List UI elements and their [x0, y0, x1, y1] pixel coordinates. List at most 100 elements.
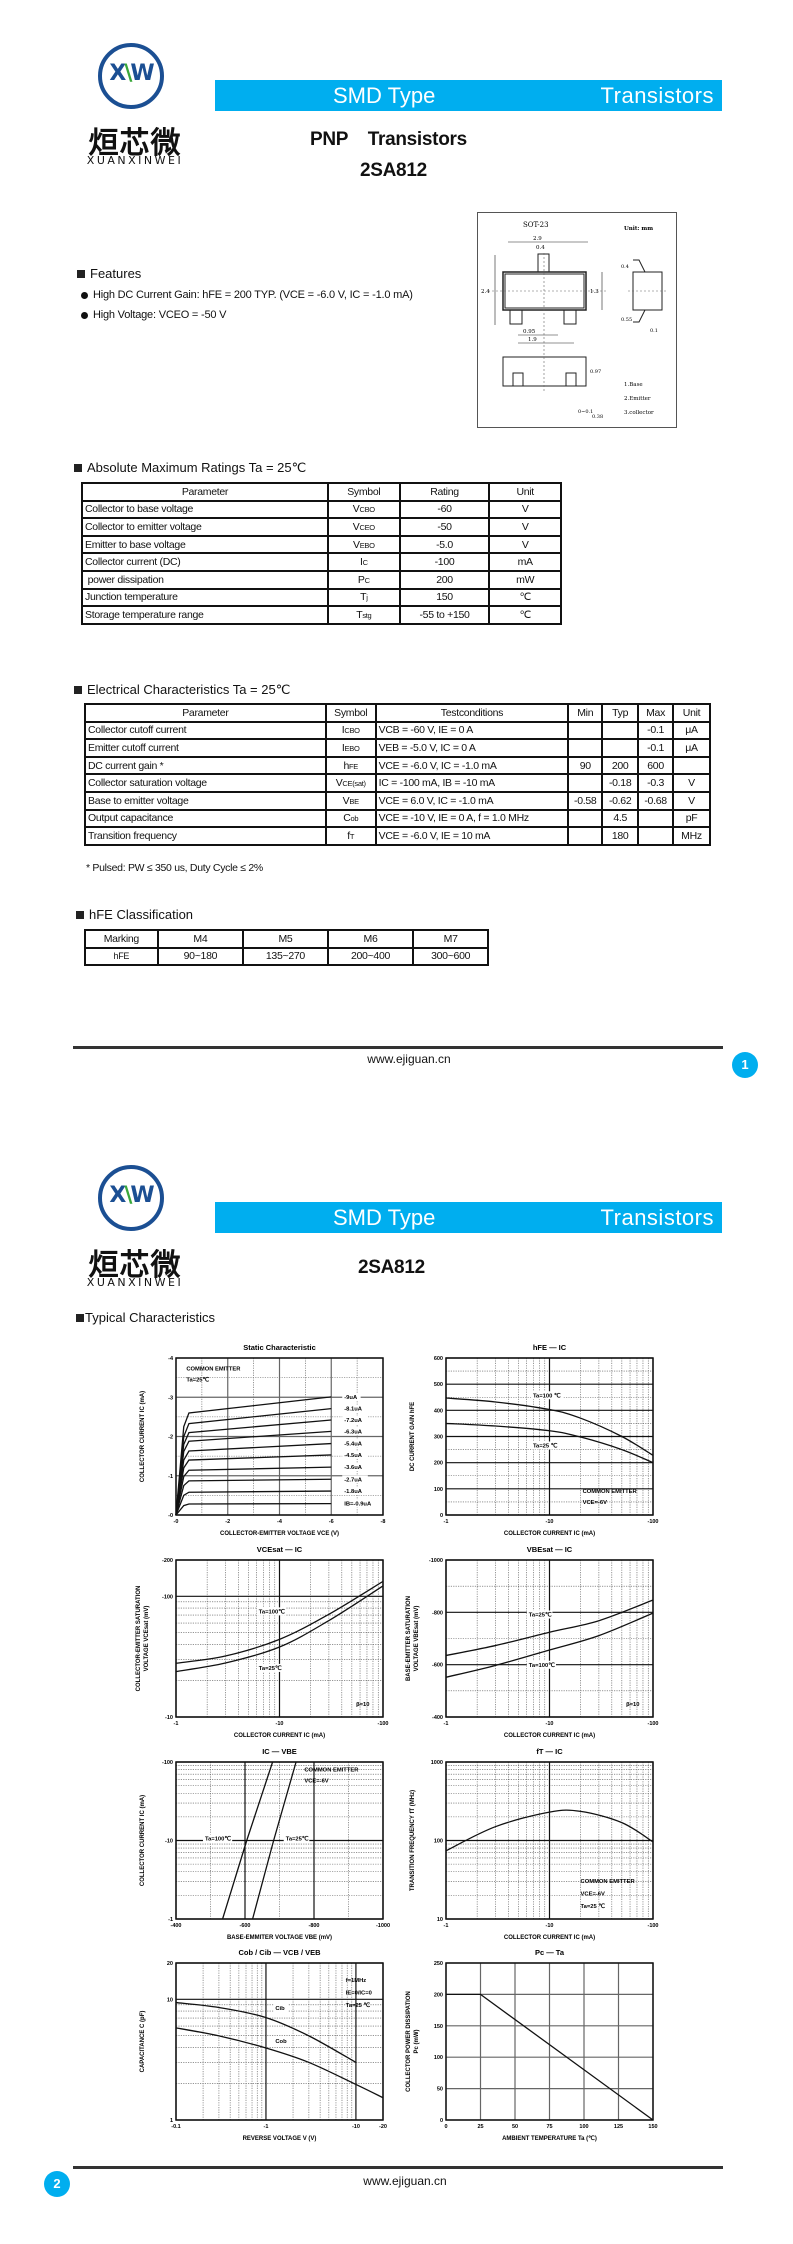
condition-cell: VCE = -10 V, IE = 0 A, f = 1.0 MHz: [374, 808, 570, 829]
text: -0.18: [608, 777, 632, 790]
footer-divider: [73, 1046, 723, 1049]
y-axis-label: CAPACITANCE C (pF): [140, 2011, 146, 2073]
dim-body-height: 1.3: [590, 289, 599, 295]
text: Max: [646, 706, 666, 719]
text: -0.3: [647, 777, 665, 790]
text: V: [521, 538, 529, 551]
text: V: [352, 520, 360, 533]
symbol-cell: VCBO: [326, 499, 401, 520]
chart-title: Pc — Ta: [535, 1948, 565, 1957]
unit-cell: MHz: [672, 826, 711, 846]
pin-2-label: 2.Emitter: [624, 396, 651, 402]
page-number-badge: 2: [44, 2171, 70, 2197]
cell: 90~180: [156, 946, 245, 967]
y-tick-label: 200: [434, 1992, 443, 1998]
typical-char-heading: Typical Characteristics: [76, 1310, 215, 1325]
text: VCB = -60 V, IE = 0 A: [378, 724, 474, 737]
text: T: [356, 608, 363, 621]
text: C: [364, 575, 370, 585]
text: -0.1: [647, 724, 665, 737]
pulse-footnote: * Pulsed: PW ≤ 350 us, Duty Cycle ≤ 2%: [86, 862, 263, 874]
symbol-cell: IEBO: [324, 738, 377, 758]
plot-frame: [445, 1962, 654, 2121]
bullet-icon: [81, 291, 88, 299]
condition-cell: VCE = -6.0 V, IC = -1.0 mA: [374, 755, 570, 776]
series-line: [175, 1466, 332, 1516]
table-row: DC current gain * hFE VCE = -6.0 V, IC = -…: [84, 755, 711, 776]
series-line: [445, 1809, 654, 1852]
max-cell: -0.1: [637, 720, 675, 741]
x-tick-label: -1: [264, 2124, 269, 2130]
x-tick-label: -10: [546, 1923, 554, 1929]
dim-thickness: 0.97: [590, 369, 601, 375]
y-axis-label: COLLECTOR CURRENT IC (mA): [140, 1391, 146, 1482]
logo-ring: [98, 43, 164, 109]
text: Rating: [430, 485, 459, 498]
features-heading-text: Features: [90, 266, 142, 281]
unit-cell: mA: [488, 552, 562, 572]
dim-lead-bottom: 0.55: [621, 317, 632, 323]
company-logo: X\W ▶| 烜芯微 XUANXINWEI: [82, 1165, 192, 1290]
series-label: -4.5uA: [344, 1453, 363, 1459]
header-banner: SMD Type Transistors: [215, 80, 722, 111]
elec-heading: Electrical Characteristics Ta = 25℃: [74, 682, 290, 698]
table-row: Collector to base voltage VCBO -60 V: [81, 499, 562, 520]
label-background: [342, 1439, 368, 1448]
logo-chinese: 烜芯微: [88, 1248, 182, 1283]
chart-note: COMMON EMITTER: [583, 1489, 638, 1495]
cell: 200~400: [326, 946, 415, 967]
y-axis-label: Pc (mW): [414, 2029, 420, 2053]
symbol-cell: fT: [324, 826, 377, 846]
column-header: Rating: [398, 482, 491, 502]
text: ℃: [519, 591, 531, 604]
min-cell: [567, 773, 604, 793]
parameter-cell: Base to emitter voltage: [84, 790, 327, 811]
series-label: Ta=100 ℃: [533, 1392, 561, 1399]
parameter-cell: Emitter to base voltage: [81, 534, 329, 555]
column-header: Unit: [488, 482, 562, 502]
text: 150: [436, 591, 453, 604]
x-axis-label: COLLECTOR CURRENT IC (mA): [504, 1531, 595, 1537]
series-line: [175, 2001, 357, 2063]
label-background: [202, 1834, 233, 1843]
table-row: Emitter cutoff current IEBO VEB = -5.0 V, …: [84, 738, 711, 758]
x-tick-label: -8: [381, 1519, 386, 1525]
y-axis-label: VOLTAGE VCEsat (mV): [144, 1606, 150, 1672]
text: Junction temperature: [85, 591, 178, 604]
dim-span: 1.9: [528, 337, 537, 343]
series-label: -2.7uA: [344, 1477, 363, 1483]
dim-standoff: 0~0.1: [578, 409, 593, 415]
column-header: Max: [637, 703, 675, 723]
text: CBO: [359, 505, 375, 515]
rating-cell: -100: [398, 552, 491, 572]
text: VCE = 6.0 V, IC = -1.0 mA: [378, 794, 494, 807]
parameter-cell: Collector to emitter voltage: [81, 517, 329, 537]
series-label: Cib: [275, 2006, 285, 2012]
diode-icon: ▶|: [126, 93, 138, 104]
text: C: [343, 812, 351, 825]
text: V: [521, 520, 529, 533]
dim-height: 2.4: [481, 289, 490, 295]
text: V: [521, 503, 529, 516]
text: C: [362, 558, 368, 568]
package-unit: Unit: mm: [624, 226, 653, 232]
text: CBO: [344, 726, 360, 736]
chart-note: β=10: [356, 1702, 369, 1708]
series-label: -6.3uA: [344, 1429, 363, 1435]
series-label: Ta=25℃: [286, 1836, 309, 1843]
cell: hFE: [84, 946, 159, 967]
text: Transition frequency: [88, 829, 177, 842]
text: T: [360, 591, 367, 604]
symbol-cell: Tstg: [326, 605, 401, 625]
y-tick-label: -10: [165, 1715, 173, 1721]
unit-cell: V: [488, 499, 562, 520]
x-tick-label: -6: [329, 1519, 334, 1525]
text: -0.58: [574, 794, 597, 807]
column-header: Testconditions: [374, 703, 570, 723]
plot-frame: [175, 1559, 384, 1718]
banner-smd-type: SMD Type: [333, 1205, 436, 1230]
unit-cell: pF: [672, 808, 711, 829]
y-tick-label: -600: [432, 1663, 443, 1669]
series-line: [251, 1761, 297, 1920]
series-line: [445, 1612, 654, 1678]
